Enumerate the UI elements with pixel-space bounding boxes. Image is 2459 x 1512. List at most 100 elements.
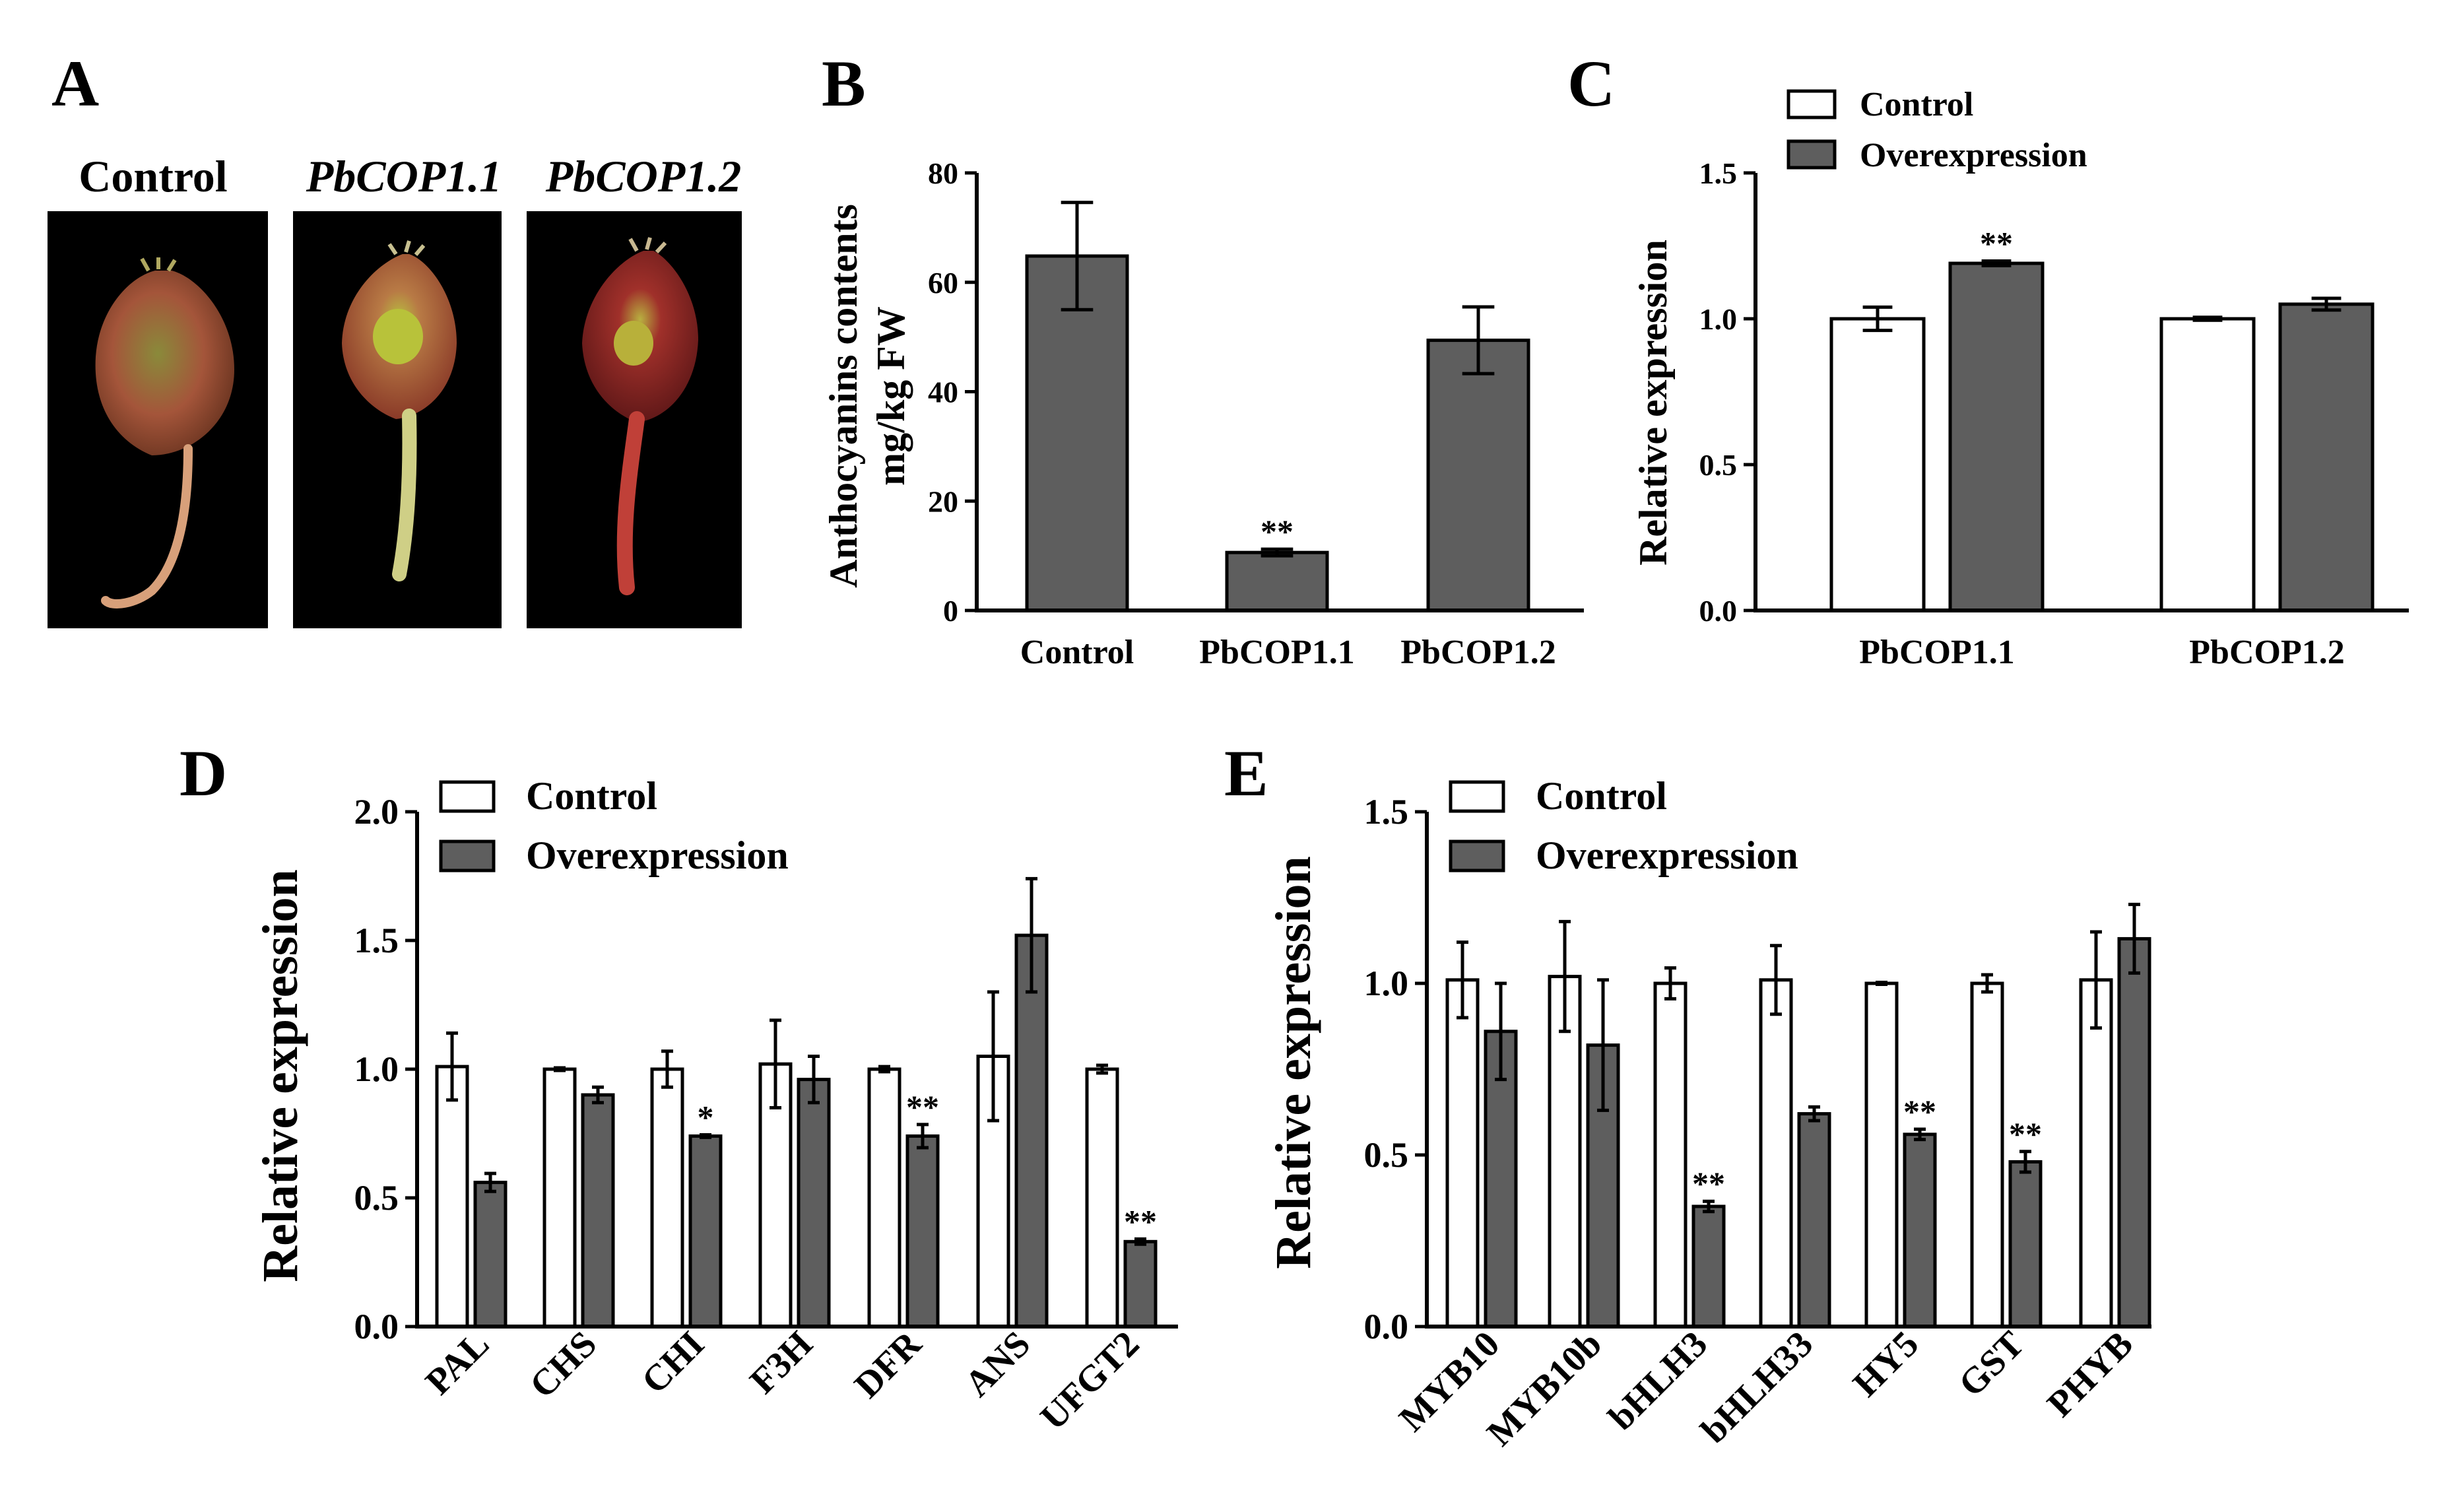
legend-label-control: Control — [526, 774, 657, 818]
chart-e-bar-myb10-control — [1445, 978, 1480, 1329]
chart-d-bar-chs-control — [542, 1067, 577, 1329]
chart-b-bar-pbcop1-1 — [1225, 550, 1329, 612]
chart-c-xtick-label: PbCOP1.1 — [1859, 634, 2014, 671]
chart-e-errorbar-myb10-control — [1457, 940, 1468, 1020]
chart-c-errorbar-pbcop1-2-control — [2192, 315, 2223, 322]
chart-c-ytick-label: 1.5 — [1699, 156, 1738, 190]
chart-e-errorbar-bhlh3-overexpression — [1703, 1199, 1715, 1214]
chart-d-ytick-label: 1.5 — [354, 921, 399, 960]
chart-d-xtick-label: DFR — [847, 1323, 930, 1406]
chart-e-errorbar-bhlh33-overexpression — [1808, 1105, 1820, 1123]
chart-b-errorbar-control — [1061, 201, 1094, 312]
chart-b-ytick-label: 80 — [928, 156, 958, 190]
chart-e-xtick-label: bHLH33 — [1693, 1323, 1821, 1451]
photo-control — [48, 211, 268, 628]
chart-c-errorbar-pbcop1-1-control — [1862, 305, 1893, 333]
chart-d-errorbar-ans-overexpression — [1026, 876, 1037, 994]
chart-d-xtick-label: CHS — [522, 1323, 605, 1406]
chart-e: Relative expression Control Overexpressi… — [1266, 774, 2151, 1454]
chart-e-errorbar-phyb-control — [2090, 930, 2102, 1030]
chart-d-significance-dfr-overexpression: ** — [906, 1088, 939, 1125]
chart-e-errorbar-bhlh33-control — [1770, 944, 1782, 1016]
chart-d-bar-ans-overexpression — [1014, 933, 1049, 1329]
chart-e-significance-gst-overexpression: ** — [2009, 1115, 2042, 1152]
chart-d-errorbar-f3h-control — [770, 1018, 781, 1109]
chart-b-xtick-label: PbCOP1.1 — [1199, 634, 1354, 671]
chart-d-significance-chi-overexpression: * — [698, 1098, 714, 1135]
chart-d-bar-pal-overexpression — [473, 1181, 508, 1329]
chart-c-significance-pbcop1-1-overexpression: ** — [1980, 224, 2013, 261]
chart-d-bar-dfr-overexpression — [905, 1134, 940, 1329]
chart-d-errorbar-ufgt2-control — [1096, 1063, 1108, 1075]
legend-label-overexpression: Overexpression — [526, 834, 789, 877]
chart-d-xtick-label: ANS — [957, 1323, 1038, 1404]
chart-e-xtick-label: PHYB — [2039, 1323, 2141, 1425]
chart-d-errorbar-chs-overexpression — [592, 1085, 604, 1105]
chart-b-ylabel-line1: Anthocyanins contents — [822, 204, 865, 588]
chart-d-errorbar-pal-control — [446, 1031, 458, 1102]
chart-b-ytick-label: 40 — [928, 376, 958, 409]
photo-label-control: Control — [79, 151, 227, 201]
chart-e-bar-bhlh33-overexpression — [1797, 1112, 1831, 1329]
legend-swatch-overexpression — [1787, 139, 1837, 170]
chart-b-ytick-label: 20 — [928, 484, 958, 518]
chart-e-ytick-label: 1.0 — [1364, 964, 1409, 1003]
chart-d-errorbar-chi-overexpression — [700, 1133, 711, 1139]
chart-e-xtick-label: GST — [1951, 1323, 2032, 1404]
chart-b-xtick-label: Control — [1020, 634, 1134, 671]
chart-c-legend: Control Overexpression — [1787, 86, 2087, 174]
chart-d: Relative expression Control Overexpressi… — [253, 774, 1178, 1438]
chart-b: Anthocyanins contents mg/kg FW 0 20 40 60 80… — [822, 156, 1584, 671]
chart-e-errorbar-myb10b-control — [1559, 919, 1571, 1034]
chart-e-errorbar-gst-control — [1981, 973, 1993, 994]
chart-b-bar-pbcop1-2 — [1426, 339, 1530, 612]
chart-d-xtick-label: CHI — [634, 1323, 713, 1402]
chart-e-bar-bhlh3-control — [1653, 981, 1688, 1329]
chart-e-xtick-label: MYB10b — [1479, 1323, 1610, 1454]
chart-e-errorbar-bhlh3-control — [1664, 966, 1676, 1001]
chart-e-bar-bhlh33-control — [1759, 978, 1793, 1329]
chart-e-errorbar-hy5-overexpression — [1914, 1127, 1926, 1142]
chart-b-xtick-label: PbCOP1.2 — [1400, 634, 1556, 671]
panel-a: Control PbCOP1.1 PbCOP1.2 — [48, 151, 742, 628]
chart-c-errorbar-pbcop1-1-overexpression — [1981, 259, 2012, 268]
chart-d-ylabel: Relative expression — [253, 869, 308, 1282]
chart-d-errorbar-chi-control — [661, 1049, 673, 1089]
chart-b-ytick-label: 60 — [928, 266, 958, 300]
chart-b-ylabel-line2: mg/kg FW — [869, 306, 913, 486]
photo-label-pbcop1-2: PbCOP1.2 — [545, 151, 742, 201]
legend-label-overexpression: Overexpression — [1536, 834, 1798, 877]
photo-label-pbcop1-1: PbCOP1.1 — [306, 151, 502, 201]
chart-d-errorbar-ufgt2-overexpression — [1134, 1237, 1146, 1246]
chart-e-bar-gst-control — [1970, 981, 2004, 1329]
chart-c-ylabel: Relative expression — [1631, 240, 1675, 566]
legend-label-control: Control — [1536, 774, 1667, 818]
chart-b-significance-pbcop1-1: ** — [1261, 513, 1294, 550]
legend-label-control: Control — [1860, 86, 1973, 123]
chart-e-legend: Control Overexpression — [1449, 774, 1798, 877]
chart-e-bar-hy5-control — [1864, 981, 1899, 1329]
chart-e-errorbar-myb10-overexpression — [1495, 981, 1507, 1082]
chart-e-significance-hy5-overexpression: ** — [1903, 1093, 1936, 1130]
chart-d-errorbar-chs-control — [554, 1066, 566, 1072]
panel-letter-a: A — [51, 47, 99, 120]
chart-c-errorbar-pbcop1-2-overexpression — [2311, 296, 2342, 312]
legend-swatch-overexpression — [1449, 839, 1505, 872]
legend-swatch-control — [1449, 780, 1505, 813]
panel-letter-e: E — [1224, 737, 1268, 810]
chart-d-ytick-label: 2.0 — [354, 792, 399, 832]
chart-d-xtick-label: UFGT2 — [1033, 1323, 1148, 1438]
chart-e-ytick-label: 0.0 — [1364, 1307, 1409, 1346]
chart-e-ylabel: Relative expression — [1266, 856, 1321, 1269]
chart-c: Relative expression Control Overexpressi… — [1631, 86, 2409, 671]
chart-c-ytick-label: 0.0 — [1699, 594, 1738, 628]
chart-d-ytick-label: 0.0 — [354, 1307, 399, 1346]
chart-d-xtick-label: F3H — [742, 1323, 821, 1402]
chart-d-bar-chi-overexpression — [688, 1134, 723, 1329]
chart-c-ytick-label: 1.0 — [1699, 302, 1738, 336]
chart-e-xtick-label: HY5 — [1845, 1323, 1926, 1404]
legend-swatch-overexpression — [439, 839, 496, 872]
chart-e-bar-gst-overexpression — [2008, 1160, 2043, 1329]
chart-d-bar-chs-overexpression — [581, 1093, 615, 1329]
photo-pbcop1-2 — [527, 211, 742, 628]
